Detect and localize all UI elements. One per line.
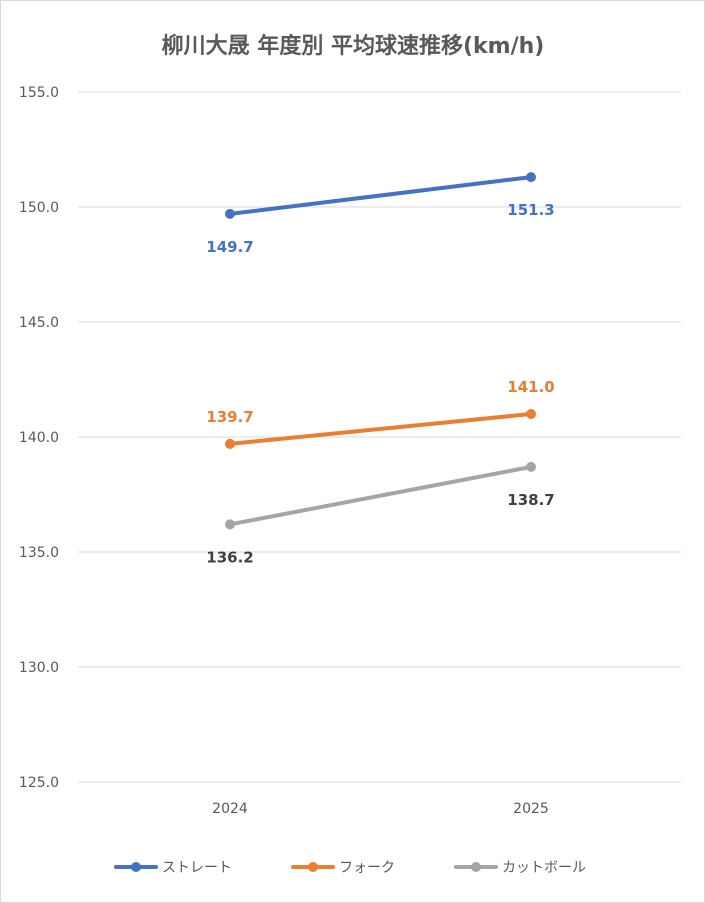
legend-swatch-marker [308, 862, 318, 872]
grid-lines [78, 91, 681, 783]
y-tick-label: 150.0 [19, 200, 59, 216]
legend-label: ストレート [162, 860, 232, 876]
y-tick-label: 135.0 [19, 545, 59, 561]
legend-item: カットボール [454, 860, 586, 876]
data-point [526, 461, 536, 472]
legend-swatch-marker [471, 862, 481, 872]
data-point [225, 519, 235, 530]
chart-title: 柳川大晟 年度別 平均球速推移(km/h) [162, 33, 545, 59]
series-line [228, 412, 533, 446]
y-tick-label: 140.0 [19, 430, 59, 446]
data-label: 139.7 [206, 408, 253, 426]
data-labels: 149.7 151.3 139.7 141.0 136.2 138.7 [206, 201, 554, 566]
data-point [526, 172, 536, 183]
data-point [526, 409, 536, 419]
y-axis-ticks: 125.0 130.0 135.0 140.0 145.0 150.0 155.0 [19, 85, 59, 791]
y-tick-label: 155.0 [19, 85, 59, 101]
series-line [228, 175, 533, 216]
legend-item: フォーク [291, 860, 395, 876]
legend-label: カットボール [502, 860, 586, 876]
data-point [225, 438, 235, 449]
series-layer [225, 172, 536, 530]
data-label: 136.2 [206, 548, 253, 566]
data-point [225, 208, 235, 219]
series-line [228, 464, 533, 527]
data-label: 138.7 [507, 491, 554, 509]
legend-item: ストレート [114, 860, 232, 876]
y-tick-label: 130.0 [19, 660, 59, 676]
x-tick-label: 2025 [513, 801, 549, 817]
y-tick-label: 125.0 [19, 775, 59, 791]
data-label: 149.7 [206, 238, 253, 256]
x-axis-ticks: 2024 2025 [212, 801, 549, 817]
legend-label: フォーク [339, 860, 395, 876]
legend-swatch-marker [131, 862, 141, 872]
x-tick-label: 2024 [212, 801, 248, 817]
data-label: 151.3 [507, 201, 554, 219]
data-label: 141.0 [507, 378, 554, 396]
y-tick-label: 145.0 [19, 315, 59, 331]
legend: ストレート フォーク カットボール [114, 860, 586, 876]
